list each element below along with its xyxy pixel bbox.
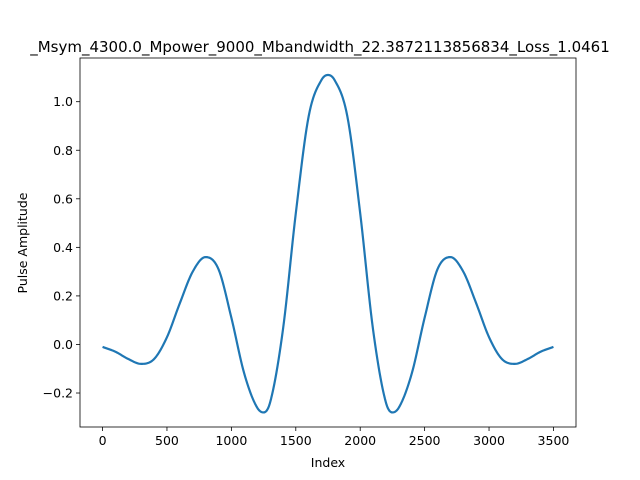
y-tick-label: 0.2 (53, 288, 73, 303)
x-tick-label: 2500 (409, 433, 441, 448)
y-tick-label: 1.0 (53, 94, 73, 109)
y-tick-label: 0.0 (53, 337, 73, 352)
chart-title: _Msym_4300.0_Mpower_9000_Mbandwidth_22.3… (29, 38, 610, 57)
y-tick-label: 0.6 (53, 191, 73, 206)
axes-frame (79, 57, 577, 428)
x-tick-label: 1000 (215, 433, 247, 448)
y-tick-label: 0.8 (53, 143, 73, 158)
x-tick-label: 3000 (473, 433, 505, 448)
x-tick-label: 3500 (538, 433, 570, 448)
y-axis-ticks: −0.2 0.0 0.2 0.4 0.6 0.8 1.0 (43, 94, 80, 401)
plot-area (102, 73, 554, 414)
y-tick-label: −0.2 (43, 386, 73, 401)
x-tick-label: 0 (99, 433, 107, 448)
x-axis-label: Index (311, 455, 345, 470)
x-tick-label: 2000 (344, 433, 376, 448)
x-tick-label: 1500 (280, 433, 312, 448)
y-axis-label: Pulse Amplitude (15, 192, 30, 293)
x-axis-ticks: 0 500 1000 1500 2000 2500 3000 3500 (99, 427, 570, 448)
pulse-series-line (102, 73, 554, 414)
y-tick-label: 0.4 (53, 240, 73, 255)
x-tick-label: 500 (155, 433, 179, 448)
